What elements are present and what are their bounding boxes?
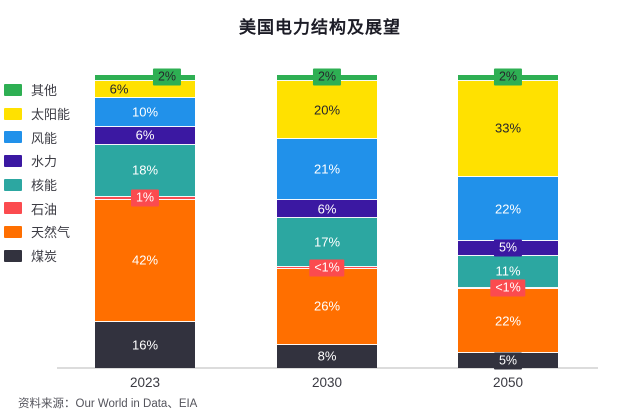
segment-natural-gas-2023: 42% [95,199,195,322]
legend-label-coal: 煤炭 [31,249,58,265]
legend-item-nuclear: 核能 [4,173,70,197]
segment-coal-2050: 5% [458,352,558,370]
segment-nuclear-2023: 18% [95,144,195,197]
legend-label-hydro: 水力 [31,154,58,170]
legend-swatch-coal [4,249,22,262]
legend-swatch-hydro [4,154,22,167]
segment-label-hydro-2023: 6% [135,127,155,143]
segment-label-oil-2023: 1% [130,189,160,207]
x-tick-label-2030: 2030 [311,375,343,390]
legend-item-solar: 太阳能 [4,102,70,126]
segment-label-coal-2030: 8% [317,348,337,364]
segment-label-other-2030: 2% [312,68,342,86]
segment-label-coal-2050: 5% [493,352,523,370]
segment-label-oil-2030: <1% [309,259,345,277]
legend-item-other: 其他 [4,78,70,102]
x-tick-label-2050: 2050 [492,375,524,390]
segment-label-solar-2023: 6% [109,81,129,97]
segment-label-nuclear-2050: 11% [495,263,521,279]
segment-coal-2023: 16% [95,321,195,368]
segment-label-wind-2030: 21% [313,161,341,177]
legend-label-other: 其他 [31,83,58,99]
segment-solar-2030: 20% [277,80,377,140]
segment-oil-2030: <1% [277,259,377,277]
legend-swatch-natural-gas [4,225,22,238]
segment-label-nuclear-2023: 18% [131,162,159,178]
bar-2030: 8% 26% <1% 17% 6% 21% 20% 2% [277,68,377,368]
segment-wind-2030: 21% [277,139,377,201]
legend-swatch-wind [4,131,22,144]
segment-coal-2030: 8% [277,344,377,368]
segment-nuclear-2050: 11% [458,255,558,288]
segment-wind-2023: 10% [95,98,195,128]
bar-2023: 16% 42% 1% 18% 6% 10% 6% 2% [95,68,195,368]
segment-natural-gas-2050: 22% [458,289,558,354]
segment-label-natural-gas-2030: 26% [313,298,341,314]
segment-label-solar-2050: 33% [494,120,522,136]
segment-label-natural-gas-2023: 42% [131,252,159,268]
legend-label-wind: 风能 [31,130,58,146]
source-note: 资料来源：Our World in Data、EIA [18,398,198,410]
segment-label-nuclear-2030: 17% [313,234,341,250]
segment-other-2030: 2% [277,68,377,86]
legend-item-natural-gas: 天然气 [4,220,70,244]
segment-label-oil-2050: <1% [490,279,526,297]
segment-hydro-2023: 6% [95,127,195,145]
legend: 其他太阳能风能水力核能石油天然气煤炭 [4,78,70,268]
legend-swatch-oil [4,202,22,215]
legend-swatch-nuclear [4,178,22,191]
segment-label-wind-2050: 22% [494,201,522,217]
segment-label-hydro-2050: 5% [493,239,523,257]
chart-title: 美国电力结构及展望 [239,18,401,37]
segment-label-natural-gas-2050: 22% [494,313,522,329]
segment-wind-2050: 22% [458,177,558,242]
legend-label-solar: 太阳能 [31,107,71,123]
segment-label-other-2050: 2% [493,68,523,86]
legend-item-oil: 石油 [4,196,70,220]
legend-item-hydro: 水力 [4,149,70,173]
legend-swatch-solar [4,107,22,120]
legend-swatch-other [4,83,22,96]
bar-2050: 5% 22% <1% 11% 5% 22% 33% 2% [458,68,558,370]
segment-label-solar-2030: 20% [313,102,341,118]
segment-oil-2023: 1% [95,189,195,207]
x-axis-line [57,367,598,369]
legend-label-natural-gas: 天然气 [31,225,71,241]
legend-item-wind: 风能 [4,125,70,149]
segment-other-2023: 2% [95,68,195,86]
segment-hydro-2030: 6% [277,200,377,218]
segment-label-hydro-2030: 6% [317,201,337,217]
segment-label-wind-2023: 10% [131,104,159,120]
segment-natural-gas-2030: 26% [277,268,377,345]
segment-other-2050: 2% [458,68,558,86]
segment-label-coal-2023: 16% [131,337,159,353]
segment-hydro-2050: 5% [458,239,558,257]
x-tick-label-2023: 2023 [129,375,161,390]
segment-oil-2050: <1% [458,279,558,297]
segment-solar-2050: 33% [458,80,558,178]
segment-label-other-2023: 2% [152,68,182,86]
legend-label-nuclear: 核能 [31,178,58,194]
legend-label-oil: 石油 [31,201,58,217]
legend-item-coal: 煤炭 [4,244,70,268]
